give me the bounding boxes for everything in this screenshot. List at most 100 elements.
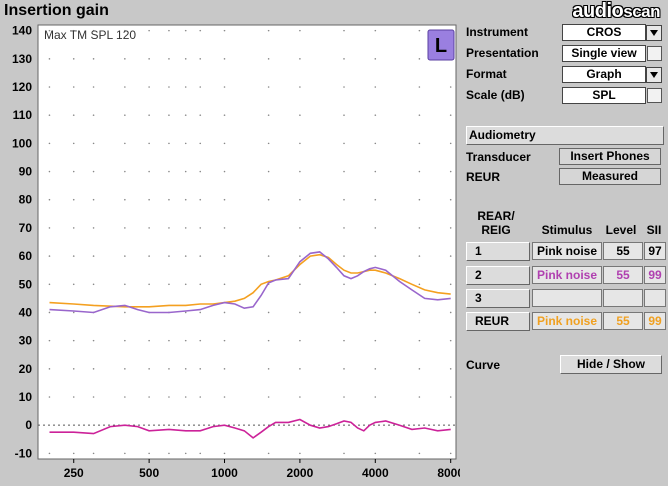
grid-dot: [267, 58, 270, 60]
grid-dot: [418, 170, 421, 173]
grid-dot: [148, 86, 150, 88]
grid-dot: [199, 227, 202, 229]
format-label: Format: [466, 67, 507, 81]
grid-dot: [418, 142, 421, 145]
grid-dot: [343, 283, 345, 286]
grid-dot: [72, 142, 75, 145]
grid-dot: [449, 86, 452, 88]
control-panel: Instrument CROS Presentation Single view…: [462, 23, 668, 481]
grid-dot: [418, 58, 421, 60]
grid-dot: [92, 58, 95, 60]
grid-dot: [184, 114, 187, 116]
grid-dot: [124, 198, 126, 201]
grid-dot: [299, 170, 301, 173]
row-1-button[interactable]: 1: [466, 242, 530, 261]
grid-dot: [199, 142, 202, 145]
grid-dot: [374, 227, 377, 229]
grid-dot: [48, 227, 51, 229]
grid-dot: [148, 255, 150, 257]
grid-dot: [223, 170, 226, 173]
row-4-level: 55: [603, 312, 643, 330]
grid-dot: [92, 170, 95, 173]
grid-dot: [168, 58, 170, 60]
grid-dot: [148, 368, 150, 370]
y-tick-label: 40: [19, 305, 33, 319]
table-header-stimulus: Stimulus: [541, 223, 593, 237]
grid-dot: [72, 198, 75, 201]
presentation-checkbox[interactable]: [647, 46, 662, 61]
grid-dot: [418, 114, 421, 116]
presentation-label: Presentation: [466, 46, 539, 60]
grid-dot: [223, 114, 226, 116]
hide-show-button[interactable]: Hide / Show: [560, 355, 662, 374]
grid-dot: [223, 198, 226, 201]
grid-dot: [449, 368, 452, 370]
grid-dot: [199, 198, 202, 201]
grid-dot: [418, 452, 421, 455]
grid-dot: [449, 255, 452, 257]
grid-dot: [374, 198, 377, 201]
audiometry-button[interactable]: Audiometry: [466, 126, 664, 145]
transducer-label: Transducer: [466, 150, 531, 164]
chart-annotation: Max TM SPL 120: [44, 28, 136, 42]
grid-dot: [343, 58, 345, 60]
grid-dot: [418, 311, 421, 314]
instrument-dropdown-icon[interactable]: [646, 25, 662, 41]
scale-select[interactable]: SPL: [562, 87, 646, 104]
grid-dot: [124, 58, 126, 60]
grid-dot: [48, 114, 51, 116]
grid-dot: [168, 452, 170, 455]
x-tick-label: 1000: [211, 466, 238, 480]
y-tick-label: 140: [12, 24, 32, 38]
row-4-button[interactable]: REUR: [466, 312, 530, 331]
grid-dot: [148, 29, 150, 32]
y-tick-label: 80: [19, 193, 33, 207]
grid-dot: [184, 283, 187, 286]
grid-dot: [148, 283, 150, 286]
grid-dot: [374, 142, 377, 145]
instrument-select[interactable]: CROS: [562, 24, 646, 41]
y-tick-label: 0: [25, 418, 32, 432]
brand-logo-part2: scan: [623, 2, 660, 21]
grid-dot: [92, 198, 95, 201]
grid-dot: [418, 396, 421, 398]
scale-checkbox[interactable]: [647, 88, 662, 103]
format-select[interactable]: Graph: [562, 66, 646, 83]
grid-dot: [299, 339, 301, 342]
grid-dot: [72, 114, 75, 116]
row-3-stimulus: [532, 289, 602, 307]
grid-dot: [124, 114, 126, 116]
grid-dot: [92, 29, 95, 32]
x-tick-label: 4000: [362, 466, 389, 480]
grid-dot: [299, 255, 301, 257]
grid-dot: [343, 86, 345, 88]
grid-dot: [199, 283, 202, 286]
grid-dot: [124, 396, 126, 398]
grid-dot: [374, 452, 377, 455]
grid-dot: [449, 198, 452, 201]
grid-dot: [184, 339, 187, 342]
row-4-sii: 99: [644, 312, 666, 330]
presentation-select[interactable]: Single view: [562, 45, 646, 62]
format-dropdown-icon[interactable]: [646, 67, 662, 83]
y-tick-label: -10: [15, 446, 33, 460]
grid-dot: [449, 227, 452, 229]
grid-dot: [168, 339, 170, 342]
grid-dot: [92, 339, 95, 342]
grid-dot: [267, 170, 270, 173]
grid-dot: [168, 170, 170, 173]
row-3-button[interactable]: 3: [466, 289, 530, 308]
grid-dot: [168, 283, 170, 286]
grid-dot: [72, 339, 75, 342]
row-2-stimulus: Pink noise: [532, 266, 602, 284]
grid-dot: [299, 283, 301, 286]
grid-dot: [449, 114, 452, 116]
grid-dot: [267, 114, 270, 116]
grid-dot: [299, 396, 301, 398]
grid-dot: [299, 452, 301, 455]
row-2-button[interactable]: 2: [466, 266, 530, 285]
grid-dot: [92, 396, 95, 398]
grid-dot: [48, 170, 51, 173]
grid-dot: [343, 311, 345, 314]
grid-dot: [449, 452, 452, 455]
